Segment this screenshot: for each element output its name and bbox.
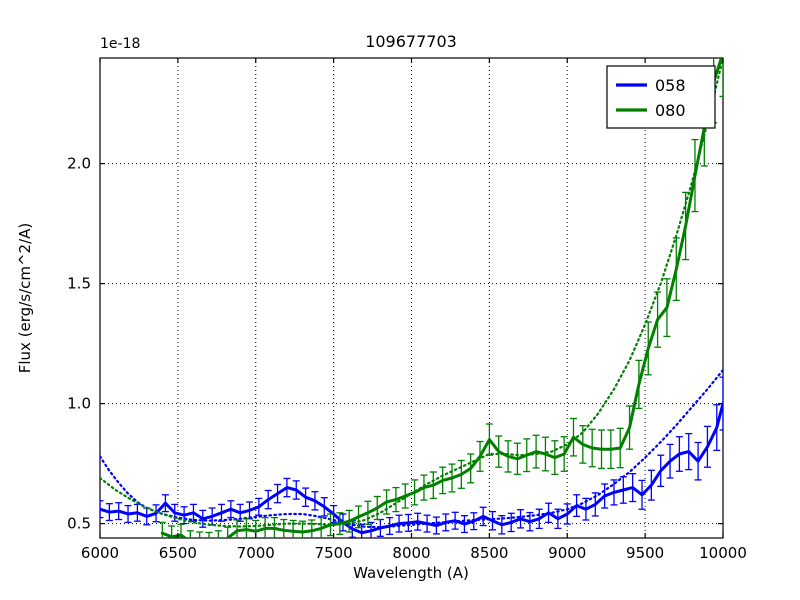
series-080-model bbox=[100, 58, 723, 528]
y-tick-label: 1.0 bbox=[67, 395, 91, 413]
axis-ticks: 6000 6500 7000 7500 8000 8500 9000 9500 10000 0.5… bbox=[67, 58, 747, 562]
y-tick-label: 0.5 bbox=[67, 515, 91, 533]
data-curve-058 bbox=[100, 402, 723, 535]
x-tick-label: 10000 bbox=[699, 544, 747, 562]
y-tick-label: 1.5 bbox=[67, 275, 91, 293]
legend-label-080: 080 bbox=[655, 101, 686, 120]
x-tick-label: 8000 bbox=[392, 544, 430, 562]
page-title: 109677703 bbox=[365, 32, 457, 51]
x-tick-label: 9000 bbox=[548, 544, 586, 562]
data-series-layer bbox=[100, 58, 723, 538]
x-tick-label: 6000 bbox=[81, 544, 119, 562]
y-tick-label: 2.0 bbox=[67, 155, 91, 173]
x-tick-label: 7500 bbox=[315, 544, 353, 562]
x-tick-label: 8500 bbox=[470, 544, 508, 562]
x-axis-label: Wavelength (A) bbox=[353, 564, 469, 582]
x-tick-label: 9500 bbox=[626, 544, 664, 562]
series-080 bbox=[158, 58, 723, 538]
legend-label-058: 058 bbox=[655, 76, 686, 95]
y-axis-label: Flux (erg/s/cm^2/A) bbox=[16, 223, 34, 374]
data-curve-080 bbox=[160, 58, 723, 538]
x-tick-label: 7000 bbox=[237, 544, 275, 562]
series-058 bbox=[100, 376, 723, 538]
model-curve-080-model bbox=[100, 58, 723, 528]
y-axis-offset-text: 1e-18 bbox=[100, 36, 140, 52]
legend-box[interactable] bbox=[606, 65, 716, 129]
x-tick-label: 6500 bbox=[159, 544, 197, 562]
